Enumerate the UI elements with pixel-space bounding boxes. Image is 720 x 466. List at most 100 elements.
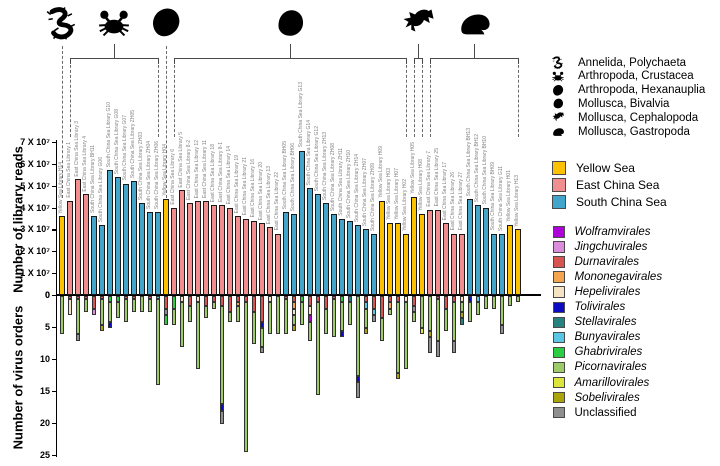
virus-stack-segment (235, 305, 241, 322)
library-reads-bar (322, 203, 330, 295)
legend-sea-swatch (552, 161, 566, 175)
virus-stack-segment (155, 296, 161, 300)
library-label: South China Sea Library G13 (298, 82, 304, 148)
virus-stack-segment (443, 296, 449, 309)
library-label: East China Sea Library 18 (210, 144, 216, 203)
library-label: Yellow Sea Library H13 (514, 174, 520, 227)
cephalopod-icon (401, 6, 435, 40)
virus-stack-segment (291, 308, 297, 316)
library-reads-bar (178, 190, 186, 295)
library-reads-bar (298, 150, 306, 295)
library-reads-bar (218, 205, 226, 295)
top-tick-mark (52, 207, 56, 209)
legend-virus-swatch (553, 406, 565, 419)
virus-stack-segment (203, 296, 209, 306)
bottom-tick-mark (52, 454, 56, 456)
virus-stack-segment (379, 296, 385, 319)
virus-stack-segment (467, 302, 473, 322)
virus-stack-segment (75, 296, 81, 300)
taxa-bracket-tick (158, 58, 160, 64)
library-label: East China Sea Library 14 (226, 146, 232, 205)
library-reads-bar (466, 198, 474, 295)
library-reads-bar (362, 229, 370, 295)
virus-stack-segment (107, 321, 113, 328)
legend-sea-swatch (552, 178, 566, 193)
library-reads-bar (290, 214, 298, 295)
library-label: Yellow Sea Library H05 (410, 141, 416, 194)
virus-stack-segment (219, 296, 225, 306)
library-reads-bar (66, 201, 74, 295)
library-label: East China Sea Library 26 (450, 172, 456, 231)
virus-stack-segment (259, 296, 265, 322)
virus-stack-segment (299, 302, 305, 325)
virus-stack-segment (179, 302, 185, 348)
legend-taxa-row: Mollusca, Cephalopoda (548, 111, 698, 124)
virus-stack-segment (107, 302, 113, 322)
virus-stack-segment (451, 296, 457, 303)
virus-stack-segment (83, 296, 89, 300)
virus-stack-segment (219, 410, 225, 424)
legend-sea-row: South China Sea (548, 195, 667, 210)
library-label: Yellow Sea Library H08 (418, 159, 424, 212)
zero-baseline (56, 294, 541, 296)
legend-virus-row: Sobelivirales (548, 392, 640, 404)
legend-taxa-row: Arthropoda, Crustacea (548, 70, 694, 83)
legend-taxa-row: Mollusca, Gastropoda (548, 125, 690, 138)
top-tick-label: 0 (44, 290, 50, 300)
library-label: East China Sea Library 8-1 (218, 142, 224, 203)
legend-virus-label: Stellavirales (574, 316, 637, 329)
bottom-tick-mark (52, 422, 56, 424)
virus-stack-segment (107, 296, 113, 303)
crab-icon (548, 70, 568, 83)
virus-stack-segment (147, 296, 153, 300)
library-label: East China Sea Library 11 (202, 140, 208, 199)
library-reads-bar (490, 233, 498, 295)
library-label: South China Sea Library G14 (306, 119, 312, 185)
library-reads-bar (434, 209, 442, 295)
library-label: South China Sea Library BH12 (474, 134, 480, 203)
virus-stack-segment (75, 334, 81, 341)
virus-stack-segment (91, 308, 97, 316)
virus-stack-segment (299, 296, 305, 303)
virus-stack-segment (171, 296, 177, 309)
library-label: Yellow Sea Library H14 (58, 161, 64, 214)
bottom-tick-label: 5 (44, 321, 50, 332)
legend-sea-swatch (552, 195, 566, 210)
virus-stack-segment (451, 340, 457, 354)
legend-virus-label: Bunyavirales (574, 331, 641, 344)
library-reads-bar (106, 170, 114, 295)
legend-virus-row: Picornavirales (548, 361, 647, 373)
taxa-bracket (430, 58, 518, 59)
library-reads-bar (234, 216, 242, 295)
virus-stack-segment (331, 299, 337, 338)
top-tick-label: 3 X 10⁷ (20, 224, 50, 235)
virus-stack-segment (387, 296, 393, 303)
library-label: South China Sea Library ZH14 (354, 154, 360, 223)
virus-stack-segment (483, 296, 489, 309)
virus-stack-segment (307, 296, 313, 306)
taxa-bracket-stem (290, 44, 292, 58)
virus-stack-segment (283, 299, 289, 335)
library-label: South China Sea Library G07 (122, 115, 128, 181)
virus-stack-segment (379, 318, 385, 341)
top-tick-label: 2 X 10⁷ (20, 246, 50, 257)
virus-stack-segment (99, 299, 105, 325)
top-tick-label: 5 X 10⁷ (20, 180, 50, 191)
virus-stack-segment (147, 299, 153, 312)
library-reads-bar (474, 205, 482, 295)
legend-taxa-row: Arthropoda, Hexanauplia (548, 84, 705, 97)
legend-virus-row: Unclassified (548, 407, 637, 419)
legend-virus-swatch (553, 376, 565, 389)
library-label: Yellow Sea Library H09 (378, 146, 384, 199)
virus-stack-segment (267, 296, 273, 303)
virus-stack-segment (99, 296, 105, 300)
legend-sea-label: Yellow Sea (576, 161, 635, 175)
legend-virus-swatch (553, 391, 565, 404)
library-label: Yellow Sea Library H04 (162, 144, 168, 196)
library-label: South China Sea Library BH10 (482, 136, 488, 205)
virus-stack-segment (307, 305, 313, 316)
library-label: East China Sea Library 20 (258, 161, 264, 220)
legend-virus-label: Tolivirales (574, 301, 626, 314)
library-label: East China Sea Library 4 (82, 135, 88, 192)
library-reads-bar (442, 222, 450, 295)
